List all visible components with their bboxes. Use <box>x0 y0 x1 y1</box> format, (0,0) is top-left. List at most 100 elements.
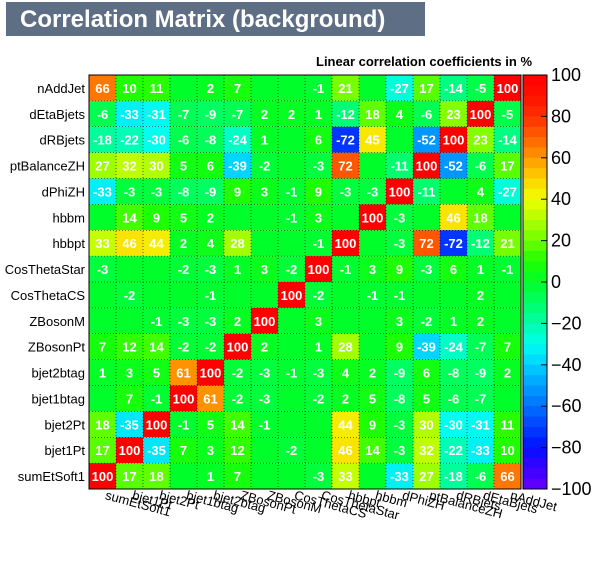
heatmap-cell <box>89 411 116 438</box>
cell-value-label: 100 <box>146 417 168 432</box>
cell-value-label: -11 <box>417 184 435 199</box>
title-box: Correlation Matrix (background) <box>6 2 425 36</box>
cell-value-label: -3 <box>394 210 406 225</box>
heatmap-cell <box>359 385 386 412</box>
cell-value-label: 66 <box>95 81 109 96</box>
heatmap-cell <box>305 126 332 153</box>
cell-value-label: -3 <box>178 314 190 329</box>
cell-value-label: 9 <box>396 262 403 277</box>
cell-value-label: -3 <box>367 184 379 199</box>
y-tick-label: bjet2Pt <box>45 417 86 432</box>
heatmap-cell <box>197 178 224 205</box>
heatmap-cell <box>332 307 359 334</box>
heatmap-cell <box>251 126 278 153</box>
cell-value-label: -72 <box>336 133 355 148</box>
cell-value-label: 44 <box>338 417 353 432</box>
heatmap-cell <box>224 282 251 308</box>
heatmap-cell <box>332 385 359 412</box>
heatmap-cell <box>89 333 116 360</box>
color-scale-band <box>523 395 547 407</box>
heatmap-cell <box>143 307 170 334</box>
heatmap-cell <box>440 333 467 360</box>
heatmap-cell <box>467 411 494 438</box>
cell-value-label: -1 <box>340 262 352 277</box>
cell-value-label: 28 <box>338 340 352 355</box>
cell-value-label: -1 <box>394 288 406 303</box>
heatmap-cell <box>494 463 521 489</box>
cell-value-label: -2 <box>313 391 325 406</box>
cell-value-label: 2 <box>477 288 484 303</box>
cell-value-label: 3 <box>369 262 376 277</box>
heatmap-cell <box>170 359 197 386</box>
heatmap-cell <box>440 307 467 334</box>
cell-value-label: 12 <box>230 443 244 458</box>
cell-value-label: 21 <box>338 81 352 96</box>
cell-value-label: 33 <box>95 236 109 251</box>
heatmap-cell <box>386 75 413 101</box>
heatmap-cell <box>359 282 386 308</box>
cell-value-label: -1 <box>286 210 298 225</box>
heatmap-cell <box>224 463 251 489</box>
cell-value-label: 7 <box>234 469 241 484</box>
heatmap-cell <box>386 282 413 308</box>
cell-value-label: -27 <box>498 184 517 199</box>
heatmap-cell <box>467 307 494 334</box>
color-scale-band <box>523 240 547 252</box>
cell-value-label: 100 <box>92 469 114 484</box>
cell-value-label: 1 <box>99 366 106 381</box>
color-scale-tick-label: 0 <box>551 272 561 292</box>
heatmap-cell <box>413 256 440 282</box>
color-scale-band <box>523 147 547 159</box>
color-scale-tick-label: −60 <box>551 396 582 416</box>
heatmap-cell <box>89 126 116 153</box>
heatmap-cell <box>359 437 386 464</box>
cell-value-label: -12 <box>471 236 490 251</box>
cell-value-label: 14 <box>149 340 164 355</box>
cell-value-label: 21 <box>500 236 514 251</box>
cell-value-label: 100 <box>416 159 438 174</box>
cell-value-label: -2 <box>286 443 298 458</box>
heatmap-cell <box>224 152 251 179</box>
color-scale-band <box>523 85 547 97</box>
heatmap-cell <box>278 437 305 464</box>
y-tick-label: CosThetaStar <box>5 262 86 277</box>
cell-value-label: 2 <box>477 314 484 329</box>
cell-value-label: -22 <box>444 443 463 458</box>
cell-value-label: -14 <box>498 133 518 148</box>
cell-value-label: 2 <box>261 340 268 355</box>
heatmap-cell <box>278 307 305 334</box>
cell-value-label: 72 <box>419 236 433 251</box>
color-scale-band <box>523 426 547 438</box>
cell-value-label: 12 <box>122 340 136 355</box>
heatmap-cell <box>278 256 305 282</box>
heatmap-cell <box>170 411 197 438</box>
cell-value-label: -11 <box>390 159 408 174</box>
cell-value-label: -33 <box>120 107 139 122</box>
chart-title: Correlation Matrix (background) <box>20 6 386 33</box>
cell-value-label: 9 <box>234 184 241 199</box>
heatmap-cell <box>170 230 197 257</box>
heatmap-cell <box>413 282 440 308</box>
heatmap-cell <box>305 282 332 308</box>
cell-value-label: -7 <box>475 391 487 406</box>
cell-value-label: 1 <box>234 262 241 277</box>
cell-value-label: -3 <box>259 391 271 406</box>
cell-value-label: -3 <box>394 236 406 251</box>
cell-value-label: -6 <box>97 107 109 122</box>
heatmap-cell <box>224 385 251 412</box>
cell-value-label: 100 <box>254 314 276 329</box>
heatmap-cell <box>197 100 224 127</box>
heatmap-cell <box>170 204 197 231</box>
heatmap-cell <box>224 333 251 360</box>
cell-value-label: -52 <box>444 159 463 174</box>
cell-value-label: 46 <box>338 443 352 458</box>
cell-value-label: 3 <box>315 210 322 225</box>
heatmap-cell <box>467 437 494 464</box>
heatmap-cell <box>251 178 278 205</box>
heatmap-cell <box>116 307 143 334</box>
color-scale-band <box>523 478 547 490</box>
heatmap-cell <box>359 152 386 179</box>
cell-value-label: 100 <box>389 184 411 199</box>
cell-value-label: 18 <box>365 107 379 122</box>
heatmap-cell <box>440 282 467 308</box>
